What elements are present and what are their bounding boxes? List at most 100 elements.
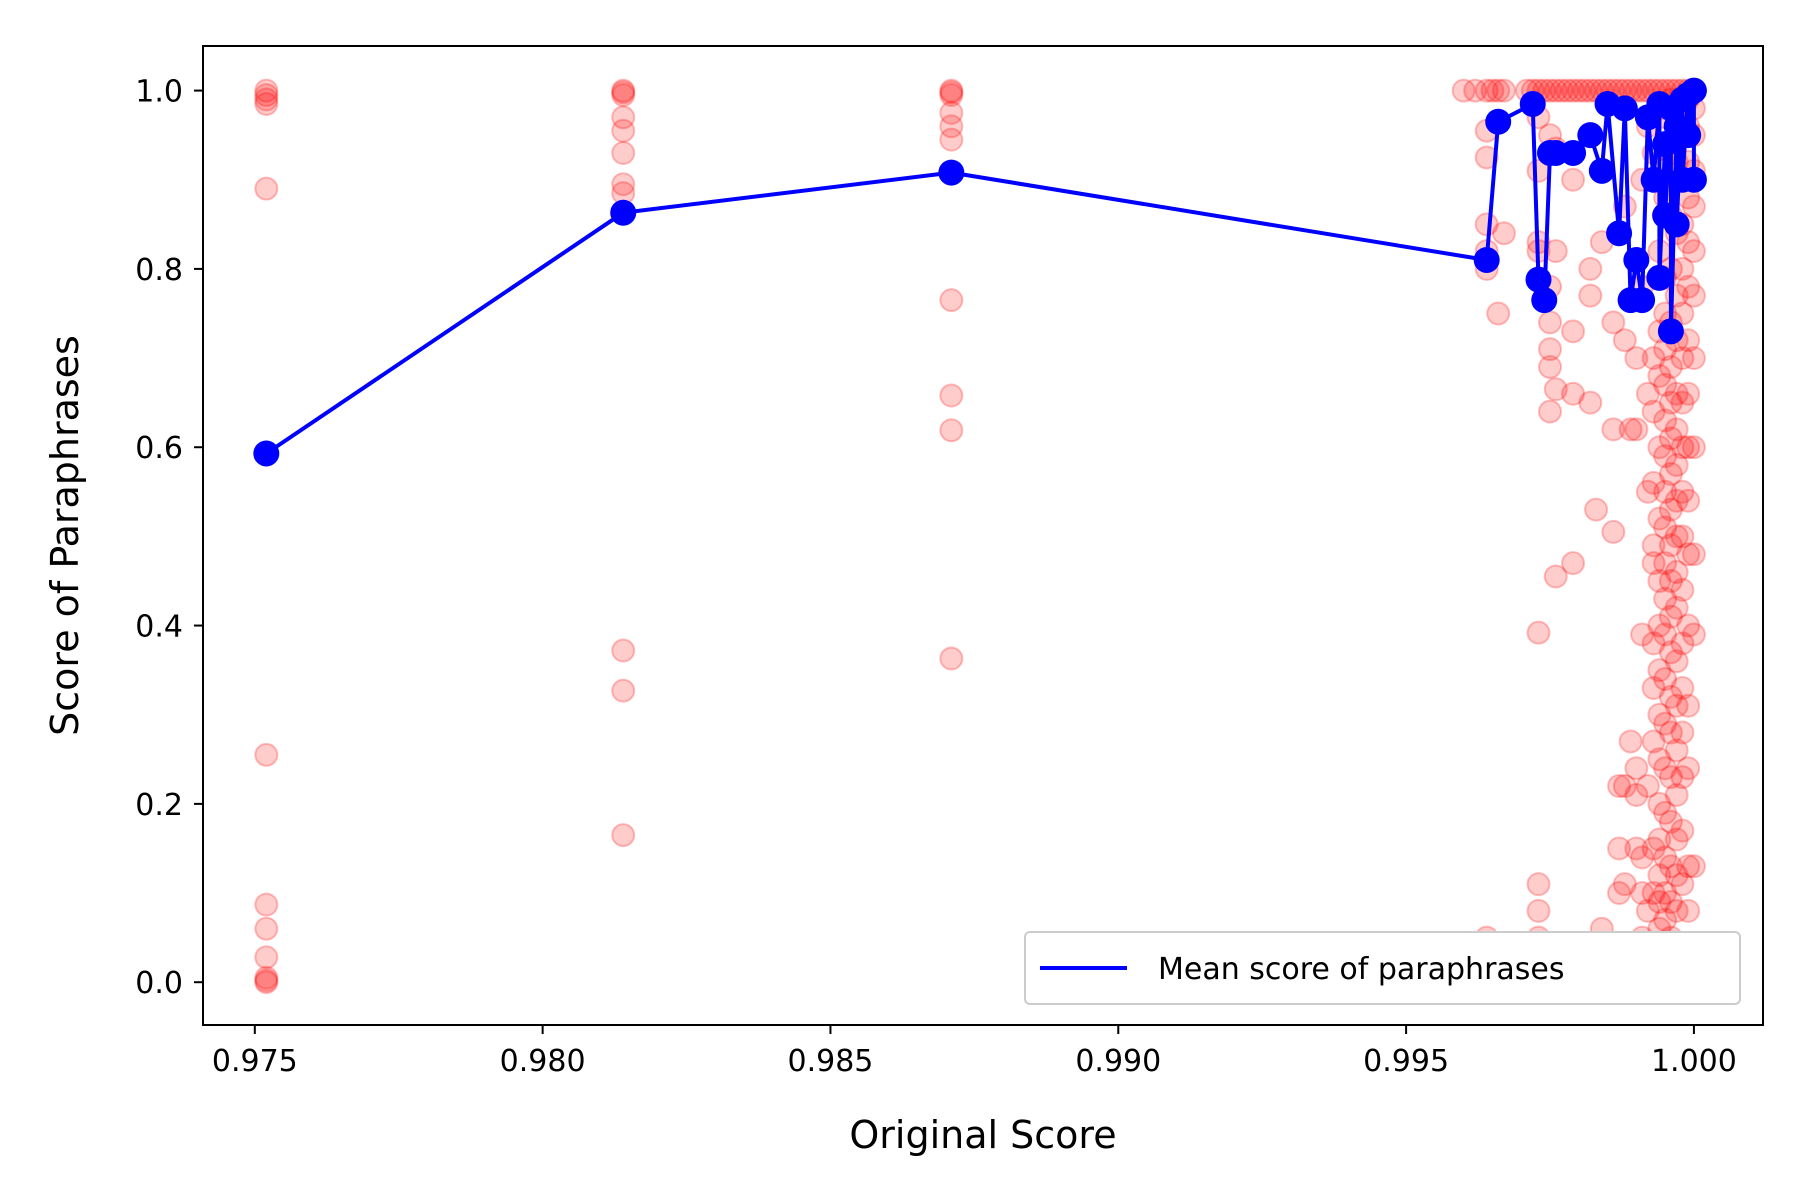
scatter-point xyxy=(1664,863,1689,888)
scatter-point xyxy=(1641,631,1666,656)
scatter-point xyxy=(1572,78,1597,103)
mean-line-marker xyxy=(1663,211,1690,238)
scatter-point xyxy=(1641,533,1666,558)
x-tick-label: 0.990 xyxy=(1075,1044,1161,1079)
scatter-point xyxy=(1538,399,1563,424)
mean-line-layer xyxy=(253,77,1707,467)
scatter-point xyxy=(1555,78,1580,103)
scatter-point xyxy=(1641,729,1666,754)
scatter-point xyxy=(1538,310,1563,335)
mean-line-marker xyxy=(1473,246,1500,273)
scatter-point xyxy=(1670,872,1695,897)
scatter-point xyxy=(1647,658,1672,683)
scatter-point xyxy=(1561,78,1586,103)
scatter-point xyxy=(1630,622,1655,647)
scatter-point xyxy=(1647,568,1672,593)
scatter-point xyxy=(1653,408,1678,433)
scatter-point xyxy=(1676,613,1701,638)
mean-line-marker xyxy=(1623,246,1650,273)
scatter-point xyxy=(1664,649,1689,674)
scatter-point xyxy=(1486,301,1511,326)
scatter-point xyxy=(1526,898,1551,923)
scatter-point xyxy=(611,118,636,143)
scatter-point xyxy=(1566,78,1591,103)
scatter-point xyxy=(254,970,279,995)
scatter-point xyxy=(1664,417,1689,442)
scatter-point xyxy=(1664,738,1689,763)
scatter-point xyxy=(611,105,636,130)
scatter-point xyxy=(1578,78,1603,103)
scatter-point xyxy=(1658,684,1683,709)
scatter-point xyxy=(1676,435,1701,460)
scatter-point xyxy=(1658,533,1683,558)
scatter-point xyxy=(1538,337,1563,362)
scatter-point xyxy=(1601,310,1626,335)
scatter-point xyxy=(1676,381,1701,406)
scatter-point xyxy=(1658,854,1683,879)
scatter-point xyxy=(1474,78,1499,103)
x-axis-title: Original Score xyxy=(849,1113,1116,1157)
scatter-point xyxy=(1647,363,1672,388)
scatter-point xyxy=(939,80,964,105)
legend: Mean score of paraphrases xyxy=(1024,931,1741,1005)
scatter-point xyxy=(254,968,279,993)
mean-line-marker xyxy=(610,199,637,226)
scatter-point xyxy=(1653,479,1678,504)
scatter-point xyxy=(1670,577,1695,602)
scatter-point xyxy=(1491,78,1516,103)
mean-line-marker xyxy=(1560,139,1587,166)
scatter-point xyxy=(1664,524,1689,549)
scatter-point xyxy=(1658,604,1683,629)
scatter-point xyxy=(1641,470,1666,495)
scatter-point xyxy=(1658,426,1683,451)
scatter-point xyxy=(1543,564,1568,589)
scatter-point xyxy=(1641,675,1666,700)
scatter-point xyxy=(1647,747,1672,772)
scatter-point xyxy=(1676,854,1701,879)
scatter-point xyxy=(1543,377,1568,402)
scatter-point xyxy=(939,646,964,671)
scatter-point xyxy=(1607,881,1632,906)
scatter-point xyxy=(254,742,279,767)
scatter-point xyxy=(1624,782,1649,807)
scatter-point xyxy=(1641,346,1666,371)
scatter-point xyxy=(1630,78,1655,103)
scatter-point xyxy=(1578,256,1603,281)
scatter-point xyxy=(1647,506,1672,531)
scatter-point xyxy=(1635,774,1660,799)
scatter-point xyxy=(1612,328,1637,353)
scatter-point xyxy=(1647,702,1672,727)
scatter-point xyxy=(1653,622,1678,647)
scatter-point xyxy=(1670,390,1695,415)
scatter-point xyxy=(1658,720,1683,745)
scatter-point xyxy=(1578,283,1603,308)
scatter-point xyxy=(1676,274,1701,299)
scatter-point xyxy=(1664,453,1689,478)
x-tick-label: 1.000 xyxy=(1651,1044,1737,1079)
scatter-point xyxy=(1658,640,1683,665)
scatter-point xyxy=(939,127,964,152)
scatter-point xyxy=(1681,239,1706,264)
scatter-point xyxy=(1658,390,1683,415)
scatter-point xyxy=(611,80,636,105)
mean-line-marker xyxy=(1606,220,1633,247)
scatter-point xyxy=(611,83,636,108)
scatter-point xyxy=(1681,542,1706,567)
scatter-point xyxy=(1526,872,1551,897)
y-axis-ticks: 0.0 0.2 0.4 0.6 0.8 1.0 xyxy=(135,75,203,1001)
scatter-point xyxy=(1647,435,1672,460)
scatter-point xyxy=(1653,800,1678,825)
scatter-point xyxy=(1670,631,1695,656)
mean-line-marker xyxy=(1646,264,1673,291)
scatter-point xyxy=(1647,827,1672,852)
scatter-point xyxy=(1474,212,1499,237)
scatter-point xyxy=(939,418,964,443)
scatter-point xyxy=(1670,675,1695,700)
scatter-point xyxy=(1658,461,1683,486)
scatter-point xyxy=(1601,519,1626,544)
scatter-point xyxy=(1658,568,1683,593)
scatter-point xyxy=(1601,417,1626,442)
scatter-point xyxy=(1618,729,1643,754)
scatter-point xyxy=(1647,889,1672,914)
